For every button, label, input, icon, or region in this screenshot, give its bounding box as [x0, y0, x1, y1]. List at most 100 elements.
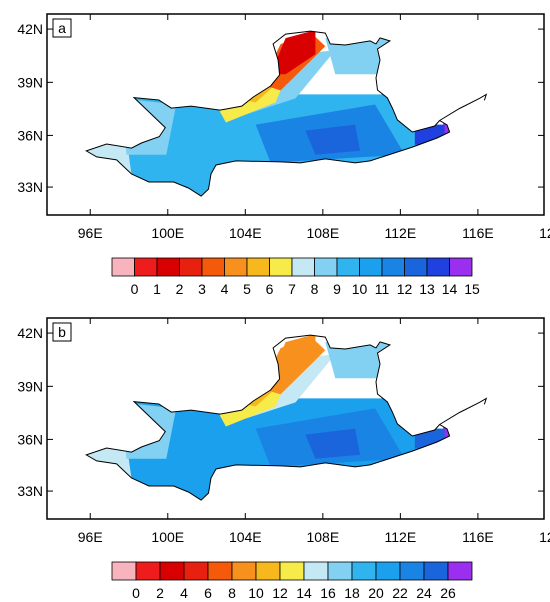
colorbar-swatch [404, 257, 428, 277]
panel-label-b: b [58, 324, 66, 340]
colorbar-swatch [134, 257, 158, 277]
colorbar-swatch [159, 561, 185, 581]
map-panel-b: 42N 39N 36N 33N 96E 100E 104E 108E 112E 116E 120E… [17, 317, 550, 601]
x-tick-label: 116E [462, 529, 494, 545]
coast-tail-a [439, 93, 488, 121]
precip-region [305, 428, 361, 459]
colorbar-label: 10 [248, 585, 264, 601]
coast-tail-b [439, 397, 488, 425]
y-tick-label: 39N [17, 378, 43, 394]
y-tick-label: 39N [17, 74, 43, 90]
colorbar-swatch [183, 561, 209, 581]
colorbar-swatch [375, 561, 401, 581]
colorbar-label: 2 [176, 281, 184, 297]
x-tick-label: 120E [539, 529, 550, 545]
colorbar-label: 0 [132, 585, 140, 601]
colorbar-label: 26 [440, 585, 456, 601]
colorbar-label: 11 [375, 281, 390, 297]
colorbar-label: 8 [311, 281, 319, 297]
y-tick-label: 36N [17, 431, 43, 447]
colorbar-swatch [111, 257, 135, 277]
colorbar-swatch [336, 257, 360, 277]
x-axis-b: 96E 100E 104E 108E 112E 116E 120E [78, 318, 550, 545]
colorbar-swatch [359, 257, 383, 277]
colorbar-label: 24 [416, 585, 432, 601]
colorbar-label: 9 [333, 281, 341, 297]
colorbar-swatch [207, 561, 233, 581]
colorbar-label: 12 [397, 281, 413, 297]
colorbar-label: 4 [221, 281, 229, 297]
x-tick-label: 120E [539, 225, 550, 241]
x-tick-label: 104E [229, 225, 262, 241]
colorbar-b: 0 2 4 6 8 10 12 14 16 18 20 22 24 26 [111, 561, 473, 601]
colorbar-label: 7 [288, 281, 296, 297]
x-tick-label: 96E [78, 529, 103, 545]
x-axis-a: 96E 100E 104E 108E 112E 116E 120E [78, 14, 550, 241]
colorbar-swatch [246, 257, 270, 277]
colorbar-swatch [135, 561, 161, 581]
x-tick-label: 112E [385, 225, 417, 241]
panel-label-box-a: a [52, 18, 72, 38]
panel-label-a: a [58, 20, 66, 36]
colorbar-swatch [303, 561, 329, 581]
x-tick-label: 96E [78, 225, 103, 241]
colorbar-swatch [314, 257, 338, 277]
colorbar-label: 2 [156, 585, 164, 601]
colorbar-swatch [156, 257, 180, 277]
y-tick-label: 36N [17, 127, 43, 143]
colorbar-swatch [423, 561, 449, 581]
colorbar-label: 12 [272, 585, 288, 601]
colorbar-swatch [399, 561, 425, 581]
colorbar-label: 8 [228, 585, 236, 601]
colorbar-swatch [426, 257, 450, 277]
colorbar-label: 5 [243, 281, 251, 297]
y-axis-b: 42N 39N 36N 33N [17, 325, 544, 499]
colorbar-label: 6 [204, 585, 212, 601]
x-tick-label: 104E [229, 529, 262, 545]
precip-region [270, 335, 316, 379]
x-tick-label: 100E [151, 529, 184, 545]
y-tick-label: 42N [17, 325, 43, 341]
colorbar-label: 0 [131, 281, 139, 297]
colorbar-swatch [279, 561, 305, 581]
colorbar-swatch [269, 257, 293, 277]
precip-region [305, 124, 361, 155]
x-tick-label: 112E [385, 529, 417, 545]
x-tick-label: 108E [306, 529, 339, 545]
y-tick-label: 33N [17, 179, 43, 195]
precip-region [270, 31, 316, 75]
colorbar-label: 16 [320, 585, 336, 601]
y-axis-a: 42N 39N 36N 33N [17, 21, 544, 195]
colorbar-swatch [201, 257, 225, 277]
colorbar-a: 0 1 2 3 4 5 6 7 8 9 10 11 12 13 14 15 [111, 257, 480, 297]
colorbar-swatch [327, 561, 353, 581]
x-tick-label: 116E [462, 225, 494, 241]
colorbar-label: 10 [352, 281, 368, 297]
x-tick-label: 108E [306, 225, 339, 241]
colorbar-label: 20 [368, 585, 384, 601]
colorbar-label: 4 [180, 585, 188, 601]
colorbar-label: 18 [344, 585, 360, 601]
basin-outline-a [85, 30, 451, 197]
colorbar-label: 22 [392, 585, 408, 601]
map-panel-a: 42N 39N 36N 33N 96E 100E 104E 108E 112E 116E 120E… [17, 13, 550, 297]
colorbar-label: 14 [296, 585, 312, 601]
colorbar-swatch [381, 257, 405, 277]
colorbar-label: 6 [266, 281, 274, 297]
colorbar-swatch [449, 257, 473, 277]
colorbar-label: 3 [198, 281, 206, 297]
colorbar-swatch [351, 561, 377, 581]
colorbar-label: 13 [419, 281, 435, 297]
x-tick-label: 100E [151, 225, 184, 241]
colorbar-swatch [447, 561, 473, 581]
basin-outline-b [85, 334, 451, 501]
colorbar-swatch [255, 561, 281, 581]
colorbar-swatch [291, 257, 315, 277]
colorbar-swatch [231, 561, 257, 581]
colorbar-label: 15 [464, 281, 480, 297]
colorbar-label: 1 [153, 281, 161, 297]
y-tick-label: 33N [17, 483, 43, 499]
colorbar-swatch [224, 257, 248, 277]
colorbar-label: 14 [442, 281, 458, 297]
